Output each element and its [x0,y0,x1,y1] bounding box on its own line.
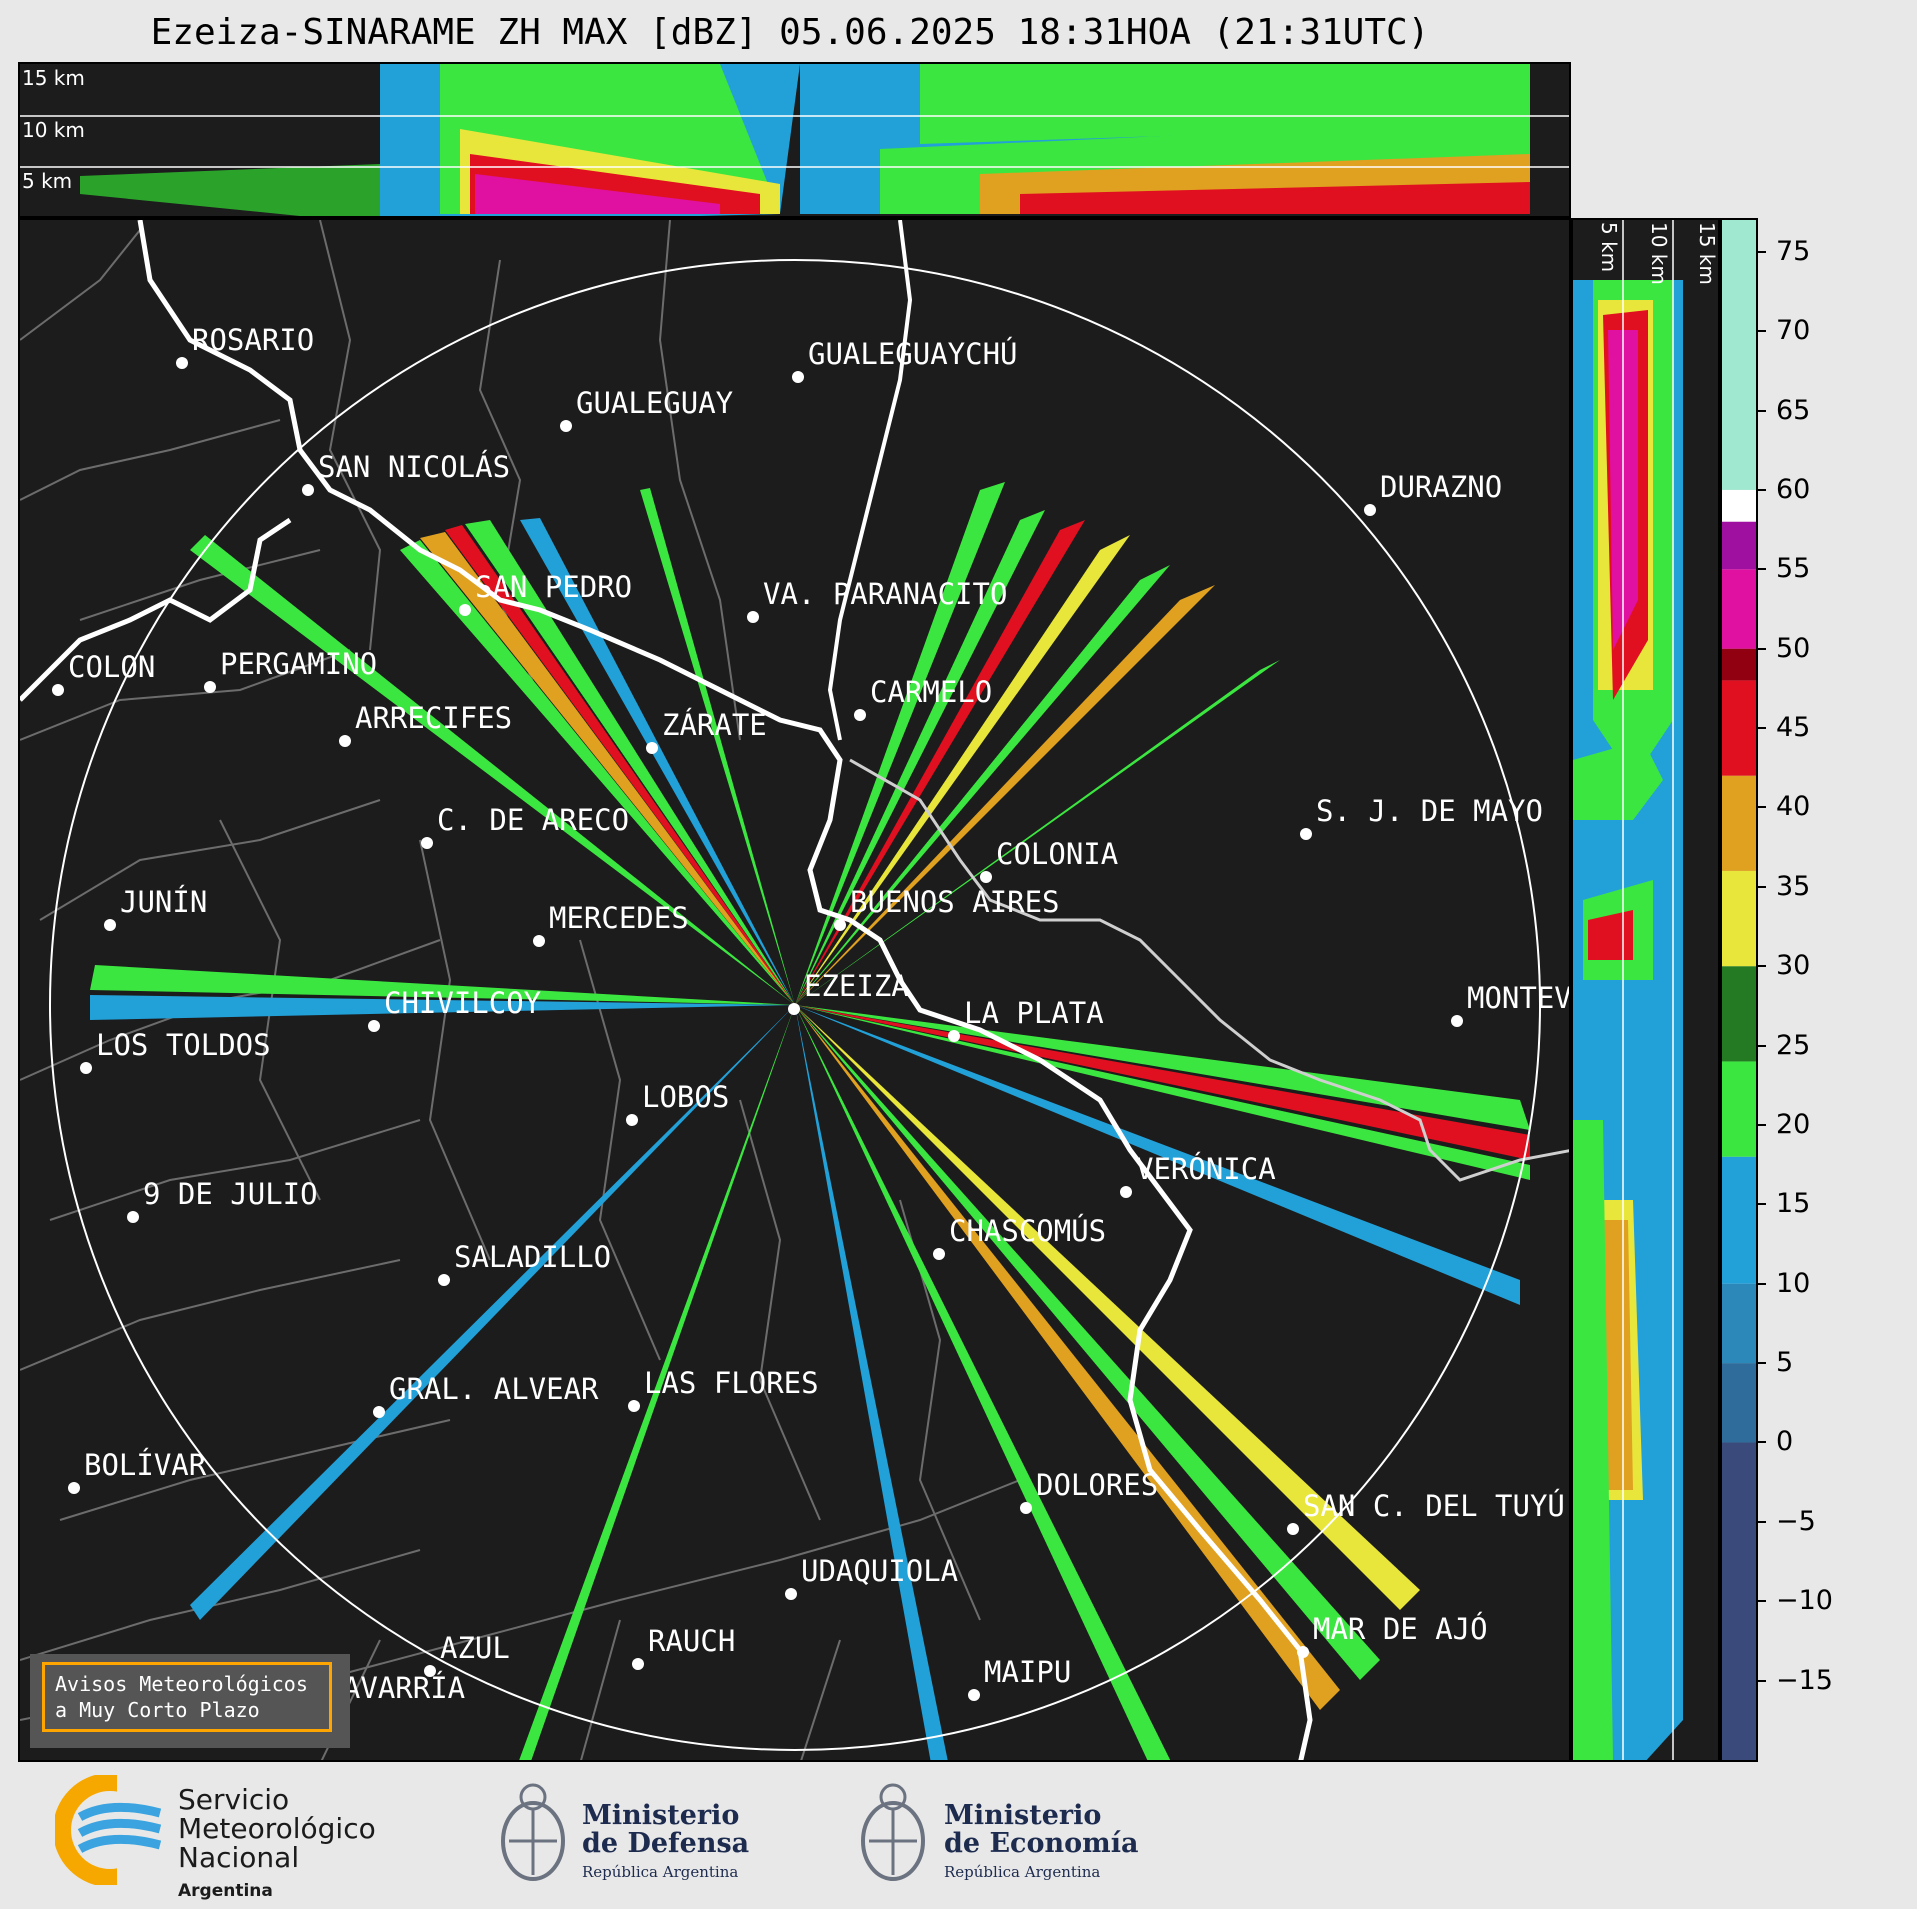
top-height-label-15km: 15 km [22,66,85,90]
smn-line4: Argentina [178,1881,273,1901]
colorbar-tick-label: 35 [1776,870,1811,902]
defensa-line3: República Argentina [582,1863,739,1881]
colorbar-tick-label: 40 [1776,791,1811,823]
economia-line3: República Argentina [944,1863,1101,1881]
economia-logo-text: Ministerio de Economía República Argenti… [944,1802,1138,1886]
colorbar-tick-4 [1758,568,1766,571]
colorbar-band-0 [1722,1442,1756,1760]
colorbar-tick-label: 50 [1776,632,1811,664]
radar-map-panel: ROSARIO GUALEGUAYCHÚ GUALEGUAY SAN NICOL… [18,218,1571,1762]
colorbar-tick-7 [1758,806,1766,809]
colorbar-tick-10 [1758,1044,1766,1047]
colorbar-band-11 [1722,521,1756,570]
defensa-line1: Ministerio [582,1800,740,1831]
colorbar-band-7 [1722,775,1756,871]
economia-line2: de Economía [944,1828,1139,1859]
avisos-line1: Avisos Meteorológicos [55,1672,308,1696]
dbz-colorbar-gradient [1722,220,1756,1760]
range-ring [49,259,1541,1751]
colorbar-tick-label: 25 [1776,1029,1811,1061]
top-cross-section-plot [20,64,1569,216]
side-cross-section-plot [1573,220,1683,1760]
colorbar-tick-16 [1758,1520,1766,1523]
top-cross-section-panel: 15 km 10 km 5 km [18,62,1571,218]
map-title: Ezeiza-SINARAME ZH MAX [dBZ] 05.06.2025 … [150,12,1430,53]
side-cross-section-panel: 5 km 10 km 15 km [1571,218,1720,1762]
colorbar-tick-12 [1758,1203,1766,1206]
side-height-label-10km: 10 km [1647,222,1671,285]
top-height-label-5km: 5 km [22,169,73,193]
colorbar-tick-label: −5 [1776,1505,1816,1537]
colorbar-tick-label: 55 [1776,553,1811,585]
colorbar-tick-label: −15 [1776,1664,1833,1696]
defensa-emblem-icon [501,1783,565,1881]
economia-emblem-icon [861,1783,925,1881]
colorbar-tick-8 [1758,885,1766,888]
colorbar-tick-label: 75 [1776,235,1811,267]
colorbar-band-2 [1722,1283,1756,1364]
colorbar-band-5 [1722,966,1756,1062]
colorbar-band-1 [1722,1363,1756,1443]
colorbar-tick-label: 15 [1776,1188,1811,1220]
colorbar-band-12 [1722,489,1756,522]
avisos-badge-frame: Avisos Meteorológicos a Muy Corto Plazo [42,1662,332,1732]
colorbar-tick-label: 45 [1776,712,1811,744]
top-height-label-10km: 10 km [22,118,85,142]
smn-line3: Nacional [178,1841,300,1874]
dbz-colorbar [1720,218,1758,1762]
colorbar-tick-label: 30 [1776,950,1811,982]
colorbar-tick-label: 20 [1776,1108,1811,1140]
colorbar-tick-label: 60 [1776,473,1811,505]
colorbar-tick-2 [1758,409,1766,412]
colorbar-tick-6 [1758,727,1766,730]
colorbar-tick-18 [1758,1679,1766,1682]
colorbar-tick-5 [1758,647,1766,650]
avisos-line2: a Muy Corto Plazo [55,1698,260,1722]
colorbar-tick-label: 10 [1776,1267,1811,1299]
colorbar-band-3 [1722,1156,1756,1284]
colorbar-band-13 [1722,220,1756,490]
colorbar-band-6 [1722,870,1756,967]
colorbar-tick-0 [1758,250,1766,253]
colorbar-tick-9 [1758,965,1766,968]
colorbar-tick-label: 65 [1776,394,1811,426]
radar-map-plot [20,220,1569,1760]
colorbar-band-8 [1722,680,1756,776]
colorbar-tick-13 [1758,1282,1766,1285]
side-height-label-5km: 5 km [1597,222,1621,273]
colorbar-tick-label: −10 [1776,1585,1833,1617]
colorbar-tick-17 [1758,1600,1766,1603]
colorbar-band-4 [1722,1061,1756,1157]
colorbar-tick-label: 0 [1776,1426,1794,1458]
colorbar-tick-3 [1758,488,1766,491]
smn-line1: Servicio [178,1783,290,1816]
colorbar-band-10 [1722,569,1756,649]
defensa-logo-text: Ministerio de Defensa República Argentin… [582,1802,749,1886]
colorbar-band-9 [1722,648,1756,681]
radar-reflectivity-rays [90,482,1530,1760]
colorbar-tick-14 [1758,1362,1766,1365]
colorbar-tick-label: 70 [1776,315,1811,347]
colorbar-tick-15 [1758,1441,1766,1444]
smn-line2: Meteorológico [178,1812,376,1845]
smn-logo-text: Servicio Meteorológico Nacional Argentin… [178,1785,376,1906]
avisos-badge[interactable]: Avisos Meteorológicos a Muy Corto Plazo [30,1654,350,1748]
colorbar-tick-1 [1758,330,1766,333]
side-height-label-15km: 15 km [1695,222,1719,285]
defensa-line2: de Defensa [582,1828,750,1859]
colorbar-tick-11 [1758,1123,1766,1126]
smn-logo-icon [55,1775,175,1885]
colorbar-tick-label: 5 [1776,1347,1794,1379]
economia-line1: Ministerio [944,1800,1102,1831]
